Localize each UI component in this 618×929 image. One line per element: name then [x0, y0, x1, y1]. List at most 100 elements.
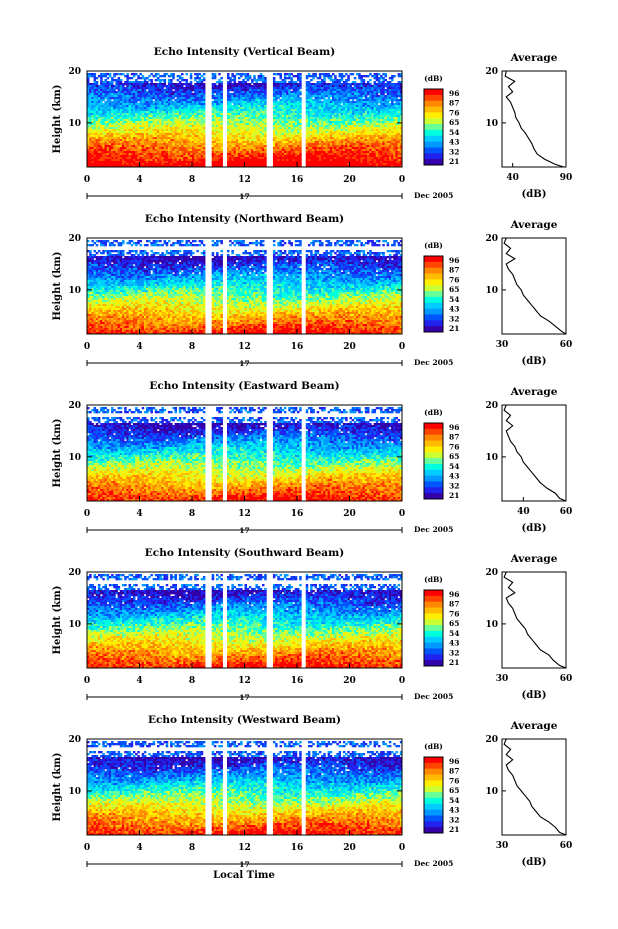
heatmap-cell [220, 81, 223, 84]
heatmap-cell [310, 151, 313, 154]
heatmap-cell [397, 139, 401, 142]
heatmap-cell [391, 133, 394, 136]
heatmap-cell [137, 133, 140, 136]
heatmap-cell [176, 149, 180, 152]
heatmap-cell [115, 79, 118, 82]
heatmap-cell [102, 75, 105, 78]
heatmap-cell [312, 119, 315, 122]
heatmap-cell [386, 125, 390, 128]
heatmap-cell [353, 109, 357, 112]
heatmap-cell [185, 85, 188, 88]
heatmap-cell [165, 103, 169, 106]
heatmap-cell [310, 131, 313, 134]
heatmap-cell [135, 145, 138, 148]
heatmap-cell [139, 151, 142, 154]
heatmap-cell [244, 109, 247, 112]
heatmap-cell [227, 101, 230, 104]
heatmap-cell [251, 133, 254, 136]
heatmap-cell [325, 95, 328, 98]
heatmap-cell [227, 135, 230, 138]
heatmap-cell [124, 105, 127, 108]
heatmap-cell [277, 73, 280, 76]
heatmap-cell [89, 75, 92, 78]
heatmap-cell [165, 123, 169, 126]
heatmap-cell [146, 97, 149, 100]
heatmap-cell [351, 93, 355, 96]
heatmap-cell [117, 117, 121, 120]
heatmap-cell [235, 101, 239, 104]
heatmap-cell [327, 109, 331, 112]
heatmap-cell [165, 139, 169, 142]
heatmap-cell [349, 137, 352, 140]
heatmap-cell [108, 89, 112, 92]
heatmap-cell [382, 139, 385, 142]
heatmap-cell [242, 137, 245, 140]
heatmap-cell [257, 135, 261, 138]
heatmap-cell [307, 89, 311, 92]
heatmap-cell [227, 113, 230, 116]
heatmap-cell [356, 111, 359, 114]
heatmap-cell [146, 139, 149, 142]
heatmap-cell [386, 81, 390, 84]
heatmap-cell [146, 125, 149, 128]
heatmap-cell [377, 109, 381, 112]
heatmap-cell [216, 127, 219, 130]
heatmap-cell [286, 103, 289, 106]
heatmap-cell [334, 77, 337, 80]
heatmap-cell [132, 129, 136, 132]
heatmap-cell [364, 129, 368, 132]
heatmap-cell [176, 83, 180, 86]
heatmap-cell [218, 105, 221, 108]
heatmap-cell [251, 103, 254, 106]
heatmap-cell [347, 99, 350, 102]
heatmap-cell [371, 123, 374, 126]
heatmap-cell [377, 89, 381, 92]
heatmap-cell [163, 75, 167, 78]
heatmap-cell [246, 111, 250, 114]
heatmap-cell [139, 97, 142, 100]
heatmap-cell [235, 133, 239, 136]
heatmap-cell [294, 111, 298, 114]
heatmap-cell [150, 151, 153, 154]
heatmap-cell [288, 107, 291, 110]
heatmap-cell [371, 137, 374, 140]
heatmap-cell [181, 135, 184, 138]
heatmap-cell [397, 107, 401, 110]
heatmap-cell [95, 115, 99, 118]
heatmap-cell [154, 89, 158, 92]
heatmap-cell [161, 97, 164, 100]
heatmap-cell [135, 137, 138, 140]
heatmap-cell [220, 103, 223, 106]
heatmap-cell [248, 105, 252, 108]
heatmap-cell [211, 77, 215, 80]
heatmap-cell [159, 147, 162, 150]
heatmap-cell [272, 91, 276, 94]
heatmap-cell [104, 135, 107, 138]
heatmap-cell [318, 115, 322, 118]
heatmap-cell [185, 73, 188, 76]
heatmap-cell [281, 135, 285, 138]
heatmap-cell [165, 137, 169, 140]
heatmap-cell [353, 131, 357, 134]
heatmap-cell [229, 77, 232, 80]
heatmap-cell [211, 75, 215, 78]
heatmap-cell [192, 89, 195, 92]
heatmap-cell [382, 123, 385, 126]
heatmap-cell [288, 103, 291, 106]
heatmap-cell [218, 97, 221, 100]
heatmap-cell [297, 123, 300, 126]
heatmap-cell [251, 123, 254, 126]
heatmap-cell [251, 131, 254, 134]
heatmap-cell [130, 113, 134, 116]
heatmap-cell [262, 127, 265, 130]
heatmap-cell [391, 147, 394, 150]
heatmap-cell [386, 149, 390, 152]
heatmap-cell [386, 137, 390, 140]
heatmap-cell [323, 133, 326, 136]
heatmap-cell [170, 81, 173, 84]
heatmap-cell [367, 147, 370, 150]
heatmap-cell [183, 147, 186, 150]
heatmap-cell [181, 111, 184, 114]
heatmap-cell [163, 95, 167, 98]
heatmap-cell [185, 121, 188, 124]
